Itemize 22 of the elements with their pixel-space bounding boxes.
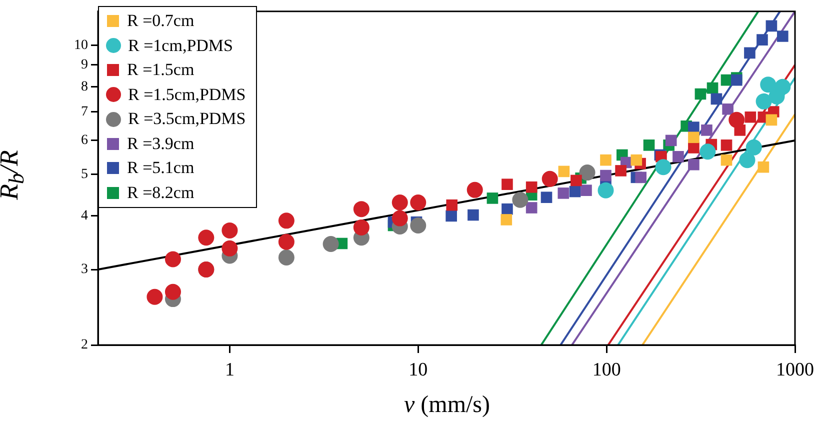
legend-label: R =5.1cm bbox=[127, 157, 194, 179]
y-tick-label: 5 bbox=[81, 167, 88, 182]
x-tick-label: 100 bbox=[592, 359, 621, 380]
legend-label: R =8.2cm bbox=[127, 182, 194, 204]
legend-label: R =3.9cm bbox=[127, 132, 194, 154]
y-tick-label: 7 bbox=[81, 104, 88, 120]
y-tick-label: 2 bbox=[81, 338, 88, 353]
y-tick-label: 4 bbox=[81, 208, 88, 224]
y-tick-label: 6 bbox=[81, 133, 88, 148]
legend-label: R =3.5cm,PDMS bbox=[128, 108, 246, 130]
y-tick-label: 3 bbox=[81, 262, 88, 278]
y-tick-label: 10 bbox=[74, 38, 88, 54]
x-tick-label: 10 bbox=[408, 359, 428, 380]
x-tick-label: 1000 bbox=[776, 359, 814, 380]
y-tick-label: 8 bbox=[81, 80, 88, 95]
legend-label: R =1.5cm,PDMS bbox=[128, 84, 246, 106]
legend-label: R =0.7cm bbox=[127, 10, 194, 32]
x-axis-title: v (mm/s) bbox=[404, 392, 490, 419]
legend-label: R =1cm,PDMS bbox=[128, 34, 233, 56]
y-tick-label: 9 bbox=[81, 58, 88, 73]
x-tick-label: 1 bbox=[224, 359, 234, 380]
legend-label: R =1.5cm bbox=[127, 59, 194, 81]
